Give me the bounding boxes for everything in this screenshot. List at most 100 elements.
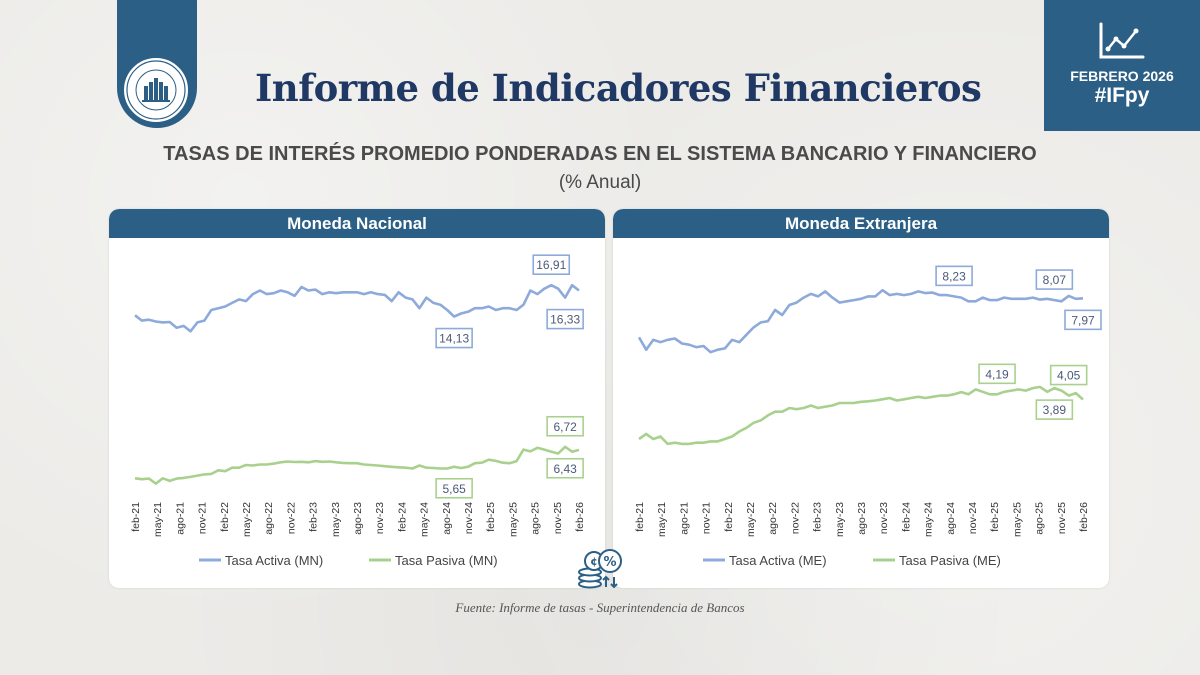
legend-item: Tasa Pasiva (MN) (369, 553, 498, 568)
x-tick-label: ago-21 (174, 502, 186, 535)
x-tick-label: nov-21 (197, 502, 209, 534)
data-label: 16,33 (546, 308, 584, 330)
x-tick-label: nov-23 (374, 502, 386, 534)
x-tick-label: nov-22 (285, 502, 297, 534)
x-tick-label: nov-24 (463, 502, 475, 534)
date-badge: FEBRERO 2026 #IFpy (1044, 0, 1200, 131)
x-tick-label: feb-23 (812, 502, 824, 532)
data-label: 6,72 (546, 415, 584, 437)
x-tick-label: feb-24 (900, 502, 912, 532)
data-label-box (1035, 269, 1074, 290)
coins-percent-icon: ¢ % (578, 549, 622, 589)
legend-item: Tasa Pasiva (ME) (873, 553, 1001, 568)
x-tick-label: ago-24 (945, 502, 957, 535)
data-label-text: 16,33 (550, 313, 580, 327)
series-line-1 (134, 445, 580, 485)
data-label-text: 4,05 (1057, 369, 1081, 383)
data-label-text: 6,72 (553, 420, 577, 434)
svg-text:%: % (603, 555, 616, 570)
data-label-text: 4,19 (985, 367, 1009, 381)
x-tick-label: may-25 (1011, 502, 1023, 537)
chart-moneda-nacional: 14,13 16,91 16,33 5,65 6,72 6,43 feb-21 may-21 a… (130, 254, 586, 568)
x-tick-label: feb-22 (723, 502, 735, 532)
x-tick-label: feb-22 (219, 502, 231, 532)
x-tick-label: nov-25 (1056, 502, 1068, 534)
data-label-box (1064, 309, 1102, 331)
data-label-text: 8,23 (942, 269, 966, 283)
x-tick-label: feb-21 (130, 502, 142, 532)
hashtag: #IFpy (1094, 84, 1150, 107)
x-tick-label: feb-25 (989, 502, 1001, 532)
x-tick-label: feb-26 (574, 502, 586, 532)
data-label-box (935, 265, 973, 287)
x-tick-label: feb-23 (308, 502, 320, 532)
data-label: 4,19 (978, 363, 1016, 385)
data-label-text: 5,65 (442, 482, 466, 496)
data-label: 5,65 (435, 477, 473, 499)
data-label: 6,43 (546, 457, 584, 479)
x-tick-label: ago-23 (352, 502, 364, 535)
chart-moneda-extranjera: 8,23 8,07 7,97 4,19 4,05 3,89 feb-21 may-21 ago-… (634, 265, 1102, 568)
x-tick-label: ago-22 (767, 502, 779, 535)
data-label-text: 6,43 (553, 462, 577, 476)
legend-item: Tasa Activa (ME) (703, 553, 827, 568)
data-label: 7,97 (1064, 309, 1102, 331)
trend-chart-icon (1099, 22, 1145, 59)
x-tick-label: nov-25 (552, 502, 564, 534)
legend-label: Tasa Pasiva (MN) (395, 553, 498, 568)
data-label-box (532, 254, 571, 276)
data-label-box (435, 327, 473, 349)
chart-subtitle: TASAS DE INTERÉS PROMEDIO PONDERADAS EN … (163, 143, 1037, 165)
data-label: 14,13 (435, 327, 473, 349)
panel-moneda-nacional: Moneda Nacional 14,13 16,91 16,33 5,65 6,72 6… (109, 209, 605, 588)
data-label: 4,05 (1049, 364, 1088, 386)
data-label-box (978, 363, 1016, 385)
x-tick-label: nov-22 (789, 502, 801, 534)
data-label-box (1035, 399, 1074, 420)
panel-title-extranjera: Moneda Extranjera (613, 209, 1109, 238)
x-tick-label: nov-24 (967, 502, 979, 534)
unit-label: (% Anual) (558, 172, 642, 193)
x-tick-label: ago-21 (678, 502, 690, 535)
data-label-text: 7,97 (1071, 313, 1095, 327)
panel-title-nacional: Moneda Nacional (109, 209, 605, 238)
x-tick-label: ago-24 (441, 502, 453, 535)
x-tick-label: may-25 (507, 502, 519, 537)
panel-moneda-extranjera: Moneda Extranjera 8,23 8,07 7,97 4,19 4,05 3,… (613, 209, 1109, 588)
x-tick-label: may-21 (152, 502, 164, 537)
data-label-text: 3,89 (1043, 403, 1067, 417)
data-label-box (435, 477, 473, 499)
x-tick-label: feb-21 (634, 502, 646, 532)
x-tick-label: ago-22 (263, 502, 275, 535)
x-tick-label: feb-24 (396, 502, 408, 532)
data-label: 8,23 (935, 265, 973, 287)
series-line-0 (134, 283, 580, 333)
data-label-box (1049, 364, 1088, 386)
series-line-0 (637, 288, 1084, 354)
data-label: 16,91 (532, 254, 571, 276)
legend-label: Tasa Activa (MN) (225, 553, 323, 568)
data-label-box (546, 308, 584, 330)
data-label: 8,07 (1035, 269, 1074, 290)
x-tick-label: nov-23 (878, 502, 890, 534)
x-tick-label: feb-25 (485, 502, 497, 532)
data-label-text: 16,91 (536, 258, 566, 272)
data-label: 3,89 (1035, 399, 1074, 420)
page-title: Informe de Indicadores Financieros (255, 66, 982, 110)
x-tick-label: may-23 (834, 502, 846, 537)
report-date: FEBRERO 2026 (1070, 68, 1174, 84)
source-note: Fuente: Informe de tasas - Superintenden… (455, 600, 745, 615)
x-tick-label: nov-21 (701, 502, 713, 534)
data-label-text: 8,07 (1043, 273, 1067, 287)
x-tick-label: may-24 (419, 502, 431, 537)
data-label-box (546, 415, 584, 437)
x-tick-label: may-22 (745, 502, 757, 537)
series-line-1 (638, 385, 1084, 446)
svg-text:¢: ¢ (590, 555, 598, 568)
central-bank-seal-logo (121, 55, 191, 125)
legend-item: Tasa Activa (MN) (199, 553, 323, 568)
data-label-box (546, 457, 584, 479)
x-tick-label: feb-26 (1078, 502, 1090, 532)
x-tick-label: may-24 (923, 502, 935, 537)
x-tick-label: ago-25 (530, 502, 542, 535)
